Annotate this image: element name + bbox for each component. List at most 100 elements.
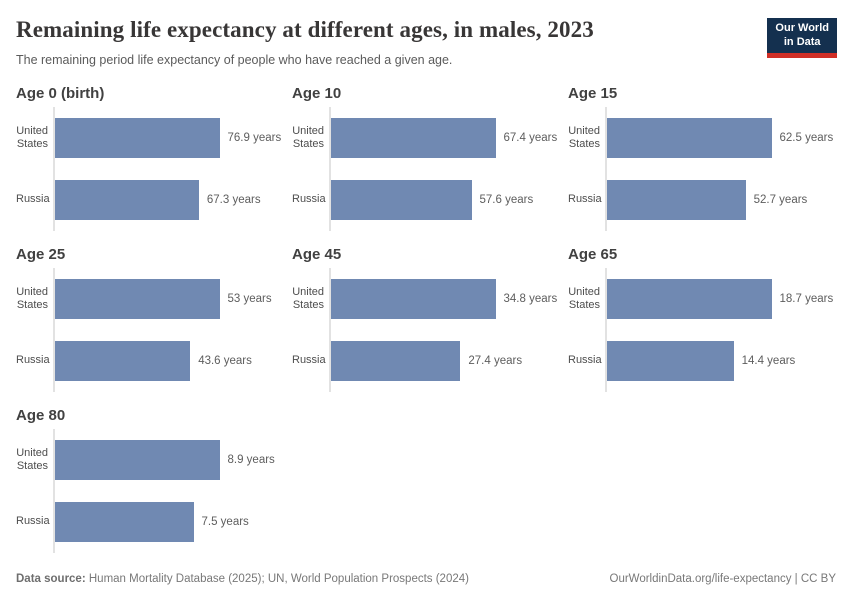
bar-zone: 67.4 years bbox=[329, 118, 568, 158]
value-label: 62.5 years bbox=[779, 132, 834, 144]
entity-label: United States bbox=[16, 124, 48, 150]
panel-chart: United States 8.9 years Russia 7.5 years bbox=[16, 429, 292, 553]
bar-row: Russia 67.3 years bbox=[16, 169, 292, 231]
entity-label: United States bbox=[16, 285, 48, 311]
panel-chart: United States 18.7 years Russia 14.4 yea… bbox=[568, 268, 844, 392]
age-panel: Age 45 United States 34.8 years Russia 2… bbox=[292, 245, 568, 406]
chart-footer: Data source: Human Mortality Database (2… bbox=[16, 573, 836, 587]
bar[interactable] bbox=[330, 180, 472, 220]
bar-zone: 14.4 years bbox=[605, 341, 844, 381]
panels-grid: Age 0 (birth) United States 76.9 years R… bbox=[0, 84, 850, 567]
bar-zone: 62.5 years bbox=[605, 118, 844, 158]
bar[interactable] bbox=[54, 180, 199, 220]
owid-logo-line1: Our World bbox=[775, 22, 829, 34]
bar[interactable] bbox=[330, 118, 496, 158]
bar-row: Russia 14.4 years bbox=[568, 330, 844, 392]
panel-chart: United States 67.4 years Russia 57.6 yea… bbox=[292, 107, 568, 231]
value-label: 76.9 years bbox=[227, 132, 282, 144]
entity-label: Russia bbox=[16, 354, 50, 367]
bar-zone: 67.3 years bbox=[53, 180, 292, 220]
chart-subtitle: The remaining period life expectancy of … bbox=[16, 52, 453, 67]
bar[interactable] bbox=[330, 279, 496, 319]
value-label: 53 years bbox=[227, 293, 272, 305]
value-label: 67.4 years bbox=[503, 132, 558, 144]
bar-row: Russia 52.7 years bbox=[568, 169, 844, 231]
age-panel: Age 10 United States 67.4 years Russia 5… bbox=[292, 84, 568, 245]
bar[interactable] bbox=[606, 279, 772, 319]
panel-title: Age 10 bbox=[292, 85, 342, 102]
data-source-label: Data source: bbox=[16, 573, 86, 586]
age-panel: Age 0 (birth) United States 76.9 years R… bbox=[16, 84, 292, 245]
data-source-note: Data source: Human Mortality Database (2… bbox=[16, 573, 469, 587]
value-label: 34.8 years bbox=[503, 293, 558, 305]
bar-row: United States 67.4 years bbox=[292, 107, 568, 169]
value-label: 57.6 years bbox=[479, 194, 534, 206]
data-source-text: Human Mortality Database (2025); UN, Wor… bbox=[85, 573, 469, 586]
panel-title: Age 80 bbox=[16, 407, 66, 424]
panel-title: Age 0 (birth) bbox=[16, 85, 105, 102]
age-panel: Age 65 United States 18.7 years Russia 1… bbox=[568, 245, 844, 406]
bar-row: Russia 57.6 years bbox=[292, 169, 568, 231]
bar[interactable] bbox=[606, 180, 746, 220]
bar-row: United States 53 years bbox=[16, 268, 292, 330]
entity-label: Russia bbox=[568, 354, 602, 367]
age-panel: Age 80 United States 8.9 years Russia 7.… bbox=[16, 406, 292, 567]
bar-zone: 76.9 years bbox=[53, 118, 292, 158]
bar-zone: 57.6 years bbox=[329, 180, 568, 220]
value-label: 14.4 years bbox=[741, 355, 796, 367]
value-label: 52.7 years bbox=[753, 194, 808, 206]
entity-label: United States bbox=[16, 446, 48, 472]
panel-chart: United States 76.9 years Russia 67.3 yea… bbox=[16, 107, 292, 231]
entity-label: Russia bbox=[292, 354, 326, 367]
panel-chart: United States 62.5 years Russia 52.7 yea… bbox=[568, 107, 844, 231]
bar[interactable] bbox=[606, 118, 772, 158]
bar-row: United States 34.8 years bbox=[292, 268, 568, 330]
bar-row: Russia 43.6 years bbox=[16, 330, 292, 392]
chart-title: Remaining life expectancy at different a… bbox=[16, 17, 594, 42]
header-text: Remaining life expectancy at different a… bbox=[16, 16, 594, 68]
bar-row: United States 18.7 years bbox=[568, 268, 844, 330]
value-label: 8.9 years bbox=[227, 454, 275, 466]
bar[interactable] bbox=[330, 341, 461, 381]
value-label: 18.7 years bbox=[779, 293, 834, 305]
bar[interactable] bbox=[606, 341, 734, 381]
bar-row: Russia 7.5 years bbox=[16, 491, 292, 553]
value-label: 43.6 years bbox=[198, 355, 252, 367]
chart-header: Remaining life expectancy at different a… bbox=[0, 0, 850, 84]
value-label: 27.4 years bbox=[468, 355, 523, 367]
panel-title: Age 65 bbox=[568, 246, 618, 263]
bar-zone: 34.8 years bbox=[329, 279, 568, 319]
entity-label: Russia bbox=[568, 193, 602, 206]
age-panel: Age 15 United States 62.5 years Russia 5… bbox=[568, 84, 844, 245]
panel-title: Age 45 bbox=[292, 246, 342, 263]
bar[interactable] bbox=[54, 502, 194, 542]
bar-zone: 27.4 years bbox=[329, 341, 568, 381]
panel-title: Age 15 bbox=[568, 85, 618, 102]
age-panel: Age 25 United States 53 years Russia 43.… bbox=[16, 245, 292, 406]
panel-chart: United States 34.8 years Russia 27.4 yea… bbox=[292, 268, 568, 392]
bar-row: United States 62.5 years bbox=[568, 107, 844, 169]
entity-label: United States bbox=[568, 285, 600, 311]
bar[interactable] bbox=[54, 279, 220, 319]
bar[interactable] bbox=[54, 440, 220, 480]
owid-logo[interactable]: Our World in Data bbox=[767, 18, 837, 58]
bar-row: United States 76.9 years bbox=[16, 107, 292, 169]
value-label: 7.5 years bbox=[201, 516, 249, 528]
entity-label: United States bbox=[292, 285, 324, 311]
bar-zone: 18.7 years bbox=[605, 279, 844, 319]
bar[interactable] bbox=[54, 341, 191, 381]
entity-label: Russia bbox=[16, 193, 50, 206]
panel-title: Age 25 bbox=[16, 246, 66, 263]
entity-label: Russia bbox=[16, 515, 50, 528]
entity-label: United States bbox=[568, 124, 600, 150]
bar-row: Russia 27.4 years bbox=[292, 330, 568, 392]
entity-label: Russia bbox=[292, 193, 326, 206]
bar[interactable] bbox=[54, 118, 220, 158]
entity-label: United States bbox=[292, 124, 324, 150]
bar-zone: 53 years bbox=[53, 279, 292, 319]
owid-url-license-link[interactable]: OurWorldinData.org/life-expectancy | CC … bbox=[609, 573, 836, 586]
panel-chart: United States 53 years Russia 43.6 years bbox=[16, 268, 292, 392]
owid-logo-line2: in Data bbox=[783, 35, 821, 48]
bar-zone: 7.5 years bbox=[53, 502, 292, 542]
